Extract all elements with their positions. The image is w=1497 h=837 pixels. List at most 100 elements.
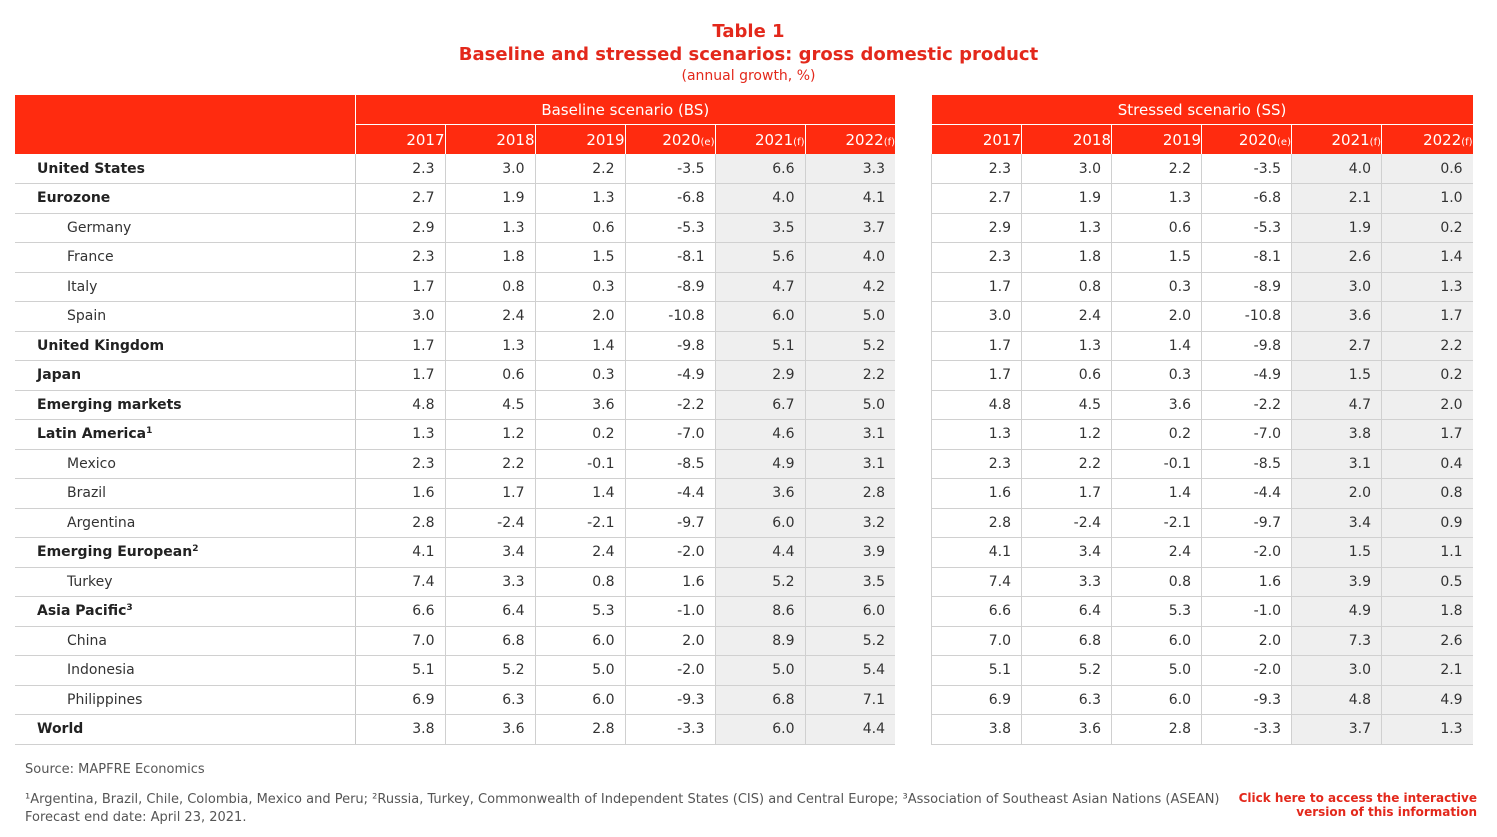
value-cell: 1.3 [1380,272,1473,302]
baseline-scenario-header: Baseline scenario (BS) [355,95,896,125]
value-cell: 7.0 [931,626,1022,656]
value-cell: 5.2 [444,655,535,686]
value-cell: 3.3 [804,154,896,184]
interactive-version-link[interactable]: Click here to access the interactive ver… [1239,791,1477,819]
value-cell: 2.7 [1291,331,1382,361]
value-cell: 3.5 [804,567,896,597]
value-cell: 5.3 [1111,596,1202,627]
table-row: 7.4 3.3 0.8 1.6 3.9 0.5 [931,567,1473,597]
value-cell: 0.6 [1021,360,1112,391]
value-cell: 4.0 [804,242,896,273]
value-cell: 7.4 [354,567,445,597]
table-row: Mexico 2.3 2.2 -0.1 -8.5 4.9 3.1 [15,449,896,479]
value-cell: 3.4 [1021,537,1112,568]
value-cell: 6.6 [354,596,445,627]
value-cell: 7.0 [354,626,445,656]
value-cell: 2.6 [1291,242,1382,273]
baseline-year-header: 2019 [534,124,625,154]
value-cell: 0.6 [1111,213,1202,243]
link-line-1[interactable]: Click here to access the interactive [1238,791,1477,805]
value-cell: 5.1 [354,655,445,686]
table-number: Table 1 [712,21,785,42]
value-cell: 6.0 [714,714,805,745]
row-label: United States [15,154,356,184]
table-row: United Kingdom 1.7 1.3 1.4 -9.8 5.1 5.2 [15,331,896,361]
table-row: 1.6 1.7 1.4 -4.4 2.0 0.8 [931,478,1473,509]
value-cell: 1.7 [354,331,445,361]
value-cell: 1.5 [534,242,625,273]
value-cell: 3.7 [1291,714,1382,745]
stressed-year-header: 2019 [1111,124,1202,154]
value-cell: 4.6 [714,419,805,450]
value-cell: 1.3 [354,419,445,450]
value-cell: 4.1 [354,537,445,568]
table-row: Eurozone 2.7 1.9 1.3 -6.8 4.0 4.1 [15,183,896,214]
value-cell: 0.6 [1380,154,1473,184]
table-row: Emerging markets 4.8 4.5 3.6 -2.2 6.7 5.0 [15,390,896,420]
row-label-text: Asia Pacific [37,603,127,620]
value-cell: 0.2 [1380,360,1473,391]
value-cell: -2.2 [1201,390,1292,420]
value-cell: -2.4 [444,508,535,538]
table-row: World 3.8 3.6 2.8 -3.3 6.0 4.4 [15,714,896,745]
table-subtitle: (annual growth, %) [681,68,816,84]
value-cell: 2.2 [534,154,625,184]
table-row: 1.7 0.6 0.3 -4.9 1.5 0.2 [931,360,1473,391]
value-cell: 1.7 [931,360,1022,391]
value-cell: 6.0 [1111,685,1202,715]
value-cell: 4.5 [444,390,535,420]
table-row: 4.8 4.5 3.6 -2.2 4.7 2.0 [931,390,1473,420]
row-label: China [15,626,356,656]
link-line-2[interactable]: version of this information [1296,805,1477,819]
value-cell: 3.6 [714,478,805,509]
row-label-text: Brazil [67,485,107,502]
value-cell: 3.9 [804,537,896,568]
year-label: 2022 [1423,130,1462,149]
value-cell: 6.0 [1111,626,1202,656]
value-cell: 0.3 [1111,360,1202,391]
row-label: Turkey [15,567,356,597]
value-cell: 6.9 [931,685,1022,715]
label-header [15,95,356,154]
value-cell: 3.2 [804,508,896,538]
row-label: Asia Pacific3 [15,596,356,627]
value-cell: -2.0 [1201,537,1292,568]
row-label-text: Emerging European [37,544,193,561]
value-cell: 2.4 [1111,537,1202,568]
value-cell: 5.4 [804,655,896,686]
value-cell: -8.9 [624,272,715,302]
value-cell: 5.2 [804,626,896,656]
value-cell: 1.3 [444,331,535,361]
value-cell: -9.8 [1201,331,1292,361]
value-cell: 1.6 [1201,567,1292,597]
value-cell: 1.4 [534,331,625,361]
value-cell: -9.7 [1201,508,1292,538]
baseline-table: Baseline scenario (BS) 2017 2018 2019 2020(… [15,95,896,745]
value-cell: 1.7 [1021,478,1112,509]
value-cell: 5.0 [534,655,625,686]
year-label: 2021 [1331,130,1370,149]
table-title: Baseline and stressed scenarios: gross d… [458,44,1039,65]
row-label-text: Argentina [67,514,136,531]
year-suffix: (e) [1277,136,1291,148]
value-cell: 0.8 [444,272,535,302]
value-cell: 3.9 [1291,567,1382,597]
row-label: Germany [15,213,356,243]
value-cell: 6.0 [534,626,625,656]
value-cell: -9.7 [624,508,715,538]
forecast-date: Forecast end date: April 23, 2021. [25,810,247,825]
value-cell: 3.8 [931,714,1022,745]
value-cell: 1.3 [444,213,535,243]
value-cell: 1.4 [1111,478,1202,509]
value-cell: 4.1 [931,537,1022,568]
year-label: 2021 [754,130,794,149]
value-cell: 2.8 [931,508,1022,538]
value-cell: 4.1 [804,183,896,214]
value-cell: 2.8 [354,508,445,538]
value-cell: 0.5 [1380,567,1473,597]
table-row: Asia Pacific3 6.6 6.4 5.3 -1.0 8.6 6.0 [15,596,896,627]
value-cell: 2.9 [714,360,805,391]
value-cell: 3.0 [444,154,535,184]
baseline-year-header: 2022(f) [804,124,896,154]
value-cell: 2.7 [931,183,1022,214]
